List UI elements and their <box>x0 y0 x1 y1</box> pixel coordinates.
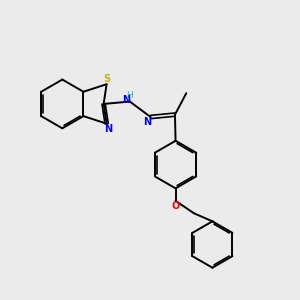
Text: N: N <box>104 124 112 134</box>
Text: N: N <box>144 117 152 128</box>
Text: H: H <box>126 91 133 100</box>
Text: O: O <box>171 201 180 211</box>
Text: N: N <box>122 95 130 105</box>
Text: S: S <box>103 74 111 84</box>
